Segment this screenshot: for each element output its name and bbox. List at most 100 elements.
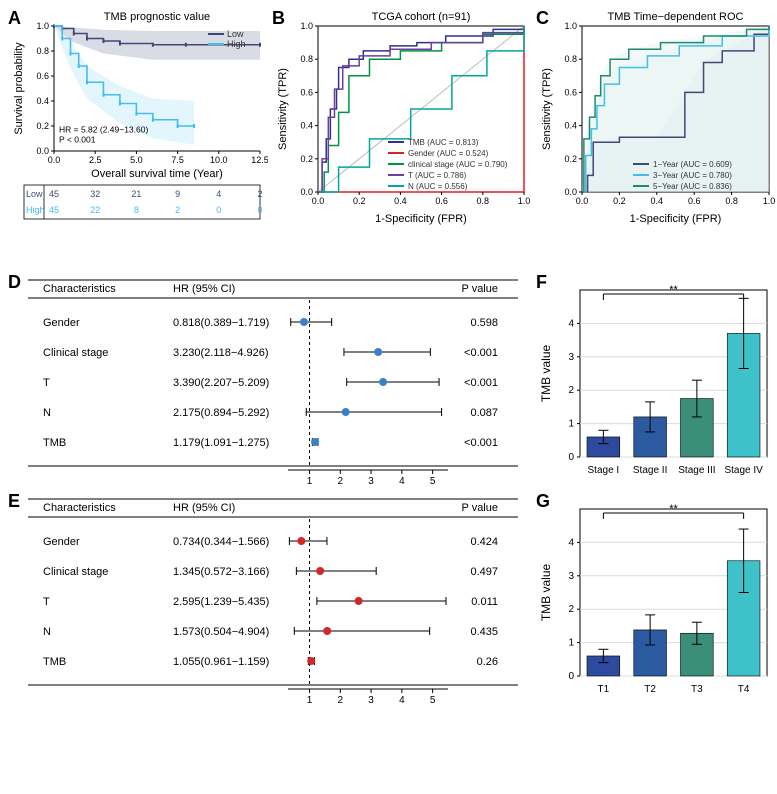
svg-text:2: 2 xyxy=(338,695,344,706)
panel-a-label: A xyxy=(8,8,21,29)
svg-text:1: 1 xyxy=(568,419,574,430)
svg-text:T: T xyxy=(43,377,50,389)
svg-text:4: 4 xyxy=(568,318,574,329)
svg-text:2: 2 xyxy=(568,604,574,615)
svg-text:3−Year (AUC = 0.780): 3−Year (AUC = 0.780) xyxy=(653,171,732,180)
svg-text:1.055(0.961−1.159): 1.055(0.961−1.159) xyxy=(173,656,269,668)
svg-text:0.4: 0.4 xyxy=(564,121,577,131)
svg-text:0.087: 0.087 xyxy=(470,407,498,419)
svg-text:Low: Low xyxy=(227,29,244,39)
svg-text:5: 5 xyxy=(430,476,436,487)
svg-text:0.2: 0.2 xyxy=(36,121,49,131)
panel-e: E CharacteristicsHR (95% CI)P valueGende… xyxy=(8,491,532,706)
svg-text:0.4: 0.4 xyxy=(394,196,407,206)
svg-text:0.4: 0.4 xyxy=(651,196,664,206)
svg-text:0: 0 xyxy=(257,205,262,215)
svg-text:1.0: 1.0 xyxy=(518,196,531,206)
svg-text:High: High xyxy=(227,39,246,49)
svg-text:2: 2 xyxy=(175,205,180,215)
svg-text:0.6: 0.6 xyxy=(564,87,577,97)
svg-text:0.818(0.389−1.719): 0.818(0.389−1.719) xyxy=(173,317,269,329)
svg-text:N: N xyxy=(43,626,51,638)
svg-text:Overall survival time (Year): Overall survival time (Year) xyxy=(91,168,223,180)
svg-text:TMB prognostic value: TMB prognostic value xyxy=(104,11,210,23)
svg-text:1.179(1.091−1.275): 1.179(1.091−1.275) xyxy=(173,437,269,449)
svg-text:Sensitivity (TPR): Sensitivity (TPR) xyxy=(277,68,289,150)
svg-text:3: 3 xyxy=(568,352,574,363)
svg-text:0.0: 0.0 xyxy=(312,196,325,206)
svg-text:<0.001: <0.001 xyxy=(464,377,498,389)
svg-text:Stage IV: Stage IV xyxy=(724,465,763,476)
svg-text:0.2: 0.2 xyxy=(300,154,313,164)
svg-text:2.5: 2.5 xyxy=(89,155,102,165)
svg-text:4: 4 xyxy=(216,189,221,199)
svg-text:0.8: 0.8 xyxy=(300,54,313,64)
svg-text:0.424: 0.424 xyxy=(470,536,498,548)
svg-text:1.0: 1.0 xyxy=(763,196,776,206)
svg-text:TMB value: TMB value xyxy=(539,345,553,403)
panel-e-label: E xyxy=(8,491,20,512)
svg-text:High: High xyxy=(26,205,45,215)
panel-d-label: D xyxy=(8,272,21,293)
svg-text:HR (95% CI): HR (95% CI) xyxy=(173,502,235,514)
svg-text:HR = 5.82 (2.49−13.60): HR = 5.82 (2.49−13.60) xyxy=(59,124,148,134)
svg-text:2: 2 xyxy=(568,385,574,396)
svg-text:0.26: 0.26 xyxy=(477,656,498,668)
svg-text:22: 22 xyxy=(90,205,100,215)
svg-text:8: 8 xyxy=(134,205,139,215)
svg-text:0.0: 0.0 xyxy=(564,187,577,197)
svg-text:0.0: 0.0 xyxy=(576,196,589,206)
svg-text:Clinical stage: Clinical stage xyxy=(43,566,108,578)
svg-text:0.0: 0.0 xyxy=(300,187,313,197)
svg-text:T4: T4 xyxy=(738,684,750,695)
svg-text:12.5: 12.5 xyxy=(251,155,268,165)
svg-text:1.573(0.504−4.904): 1.573(0.504−4.904) xyxy=(173,626,269,638)
svg-text:2.175(0.894−5.292): 2.175(0.894−5.292) xyxy=(173,407,269,419)
figure-grid: A TMB prognostic value 0.0 0.2 0.4 0.6 0.8 1.0… xyxy=(8,8,769,706)
svg-text:TMB: TMB xyxy=(43,437,66,449)
svg-text:0.6: 0.6 xyxy=(300,87,313,97)
svg-text:0.011: 0.011 xyxy=(471,596,498,608)
svg-text:3.390(2.207−5.209): 3.390(2.207−5.209) xyxy=(173,377,269,389)
panel-f: F 01234Stage IStage IIStage IIIStage IV*… xyxy=(536,272,777,487)
svg-text:1: 1 xyxy=(307,476,313,487)
svg-text:1-Specificity (FPR): 1-Specificity (FPR) xyxy=(630,213,722,225)
svg-text:4: 4 xyxy=(568,537,574,548)
svg-text:1.0: 1.0 xyxy=(564,21,577,31)
svg-text:21: 21 xyxy=(131,189,141,199)
svg-text:0.8: 0.8 xyxy=(36,46,49,56)
svg-text:1.0: 1.0 xyxy=(300,21,313,31)
panel-b-label: B xyxy=(272,8,285,29)
svg-text:Stage III: Stage III xyxy=(678,465,715,476)
svg-text:P value: P value xyxy=(462,283,499,295)
svg-text:T: T xyxy=(43,596,50,608)
svg-text:0.8: 0.8 xyxy=(477,196,490,206)
svg-text:Gender (AUC = 0.524): Gender (AUC = 0.524) xyxy=(408,149,489,158)
panel-d: D CharacteristicsHR (95% CI)P valueGende… xyxy=(8,272,532,487)
panel-g-label: G xyxy=(536,491,550,512)
svg-text:10.0: 10.0 xyxy=(210,155,228,165)
svg-text:1-Specificity (FPR): 1-Specificity (FPR) xyxy=(375,213,467,225)
svg-text:clinical stage (AUC = 0.790): clinical stage (AUC = 0.790) xyxy=(408,160,508,169)
svg-text:TMB Time−dependent ROC: TMB Time−dependent ROC xyxy=(607,11,743,23)
svg-text:0.6: 0.6 xyxy=(688,196,701,206)
svg-text:5−Year (AUC = 0.836): 5−Year (AUC = 0.836) xyxy=(653,182,732,191)
svg-text:4: 4 xyxy=(399,476,405,487)
svg-text:**: ** xyxy=(669,503,678,515)
svg-text:0.6: 0.6 xyxy=(36,71,49,81)
svg-text:T2: T2 xyxy=(644,684,656,695)
svg-text:Survival probability: Survival probability xyxy=(13,42,25,135)
svg-text:1.0: 1.0 xyxy=(36,21,49,31)
svg-text:<0.001: <0.001 xyxy=(464,437,498,449)
svg-text:N (AUC = 0.556): N (AUC = 0.556) xyxy=(408,182,468,191)
panel-g: G 01234T1T2T3T4**TMB value xyxy=(536,491,777,706)
svg-text:<0.001: <0.001 xyxy=(464,347,498,359)
panel-c-label: C xyxy=(536,8,549,29)
svg-text:Characteristics: Characteristics xyxy=(43,283,116,295)
svg-text:HR (95% CI): HR (95% CI) xyxy=(173,283,235,295)
svg-text:Sensitivity (TPR): Sensitivity (TPR) xyxy=(541,68,553,150)
svg-text:0: 0 xyxy=(568,452,574,463)
svg-text:45: 45 xyxy=(49,205,59,215)
svg-text:P < 0.001: P < 0.001 xyxy=(59,134,96,144)
svg-text:3: 3 xyxy=(368,695,374,706)
